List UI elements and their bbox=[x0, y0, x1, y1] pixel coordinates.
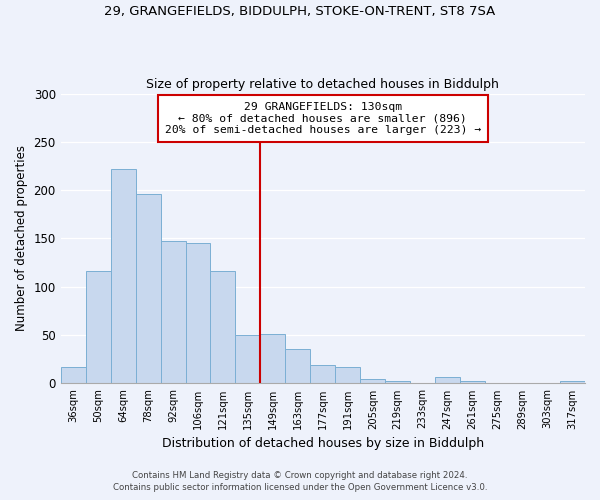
Bar bbox=[136, 194, 161, 384]
Bar bbox=[385, 380, 410, 384]
Bar bbox=[211, 272, 235, 384]
Title: Size of property relative to detached houses in Biddulph: Size of property relative to detached ho… bbox=[146, 78, 499, 91]
Text: 29, GRANGEFIELDS, BIDDULPH, STOKE-ON-TRENT, ST8 7SA: 29, GRANGEFIELDS, BIDDULPH, STOKE-ON-TRE… bbox=[104, 5, 496, 18]
Bar bbox=[61, 367, 86, 384]
Bar bbox=[161, 242, 185, 384]
Bar bbox=[335, 367, 360, 384]
Y-axis label: Number of detached properties: Number of detached properties bbox=[15, 146, 28, 332]
Bar bbox=[560, 382, 585, 384]
Bar bbox=[185, 244, 211, 384]
Bar bbox=[286, 348, 310, 384]
Bar bbox=[435, 376, 460, 384]
Bar bbox=[310, 365, 335, 384]
Bar bbox=[110, 169, 136, 384]
Bar bbox=[235, 335, 260, 384]
Text: Contains HM Land Registry data © Crown copyright and database right 2024.
Contai: Contains HM Land Registry data © Crown c… bbox=[113, 471, 487, 492]
Bar bbox=[86, 272, 110, 384]
Bar bbox=[460, 382, 485, 384]
Bar bbox=[360, 378, 385, 384]
Text: 29 GRANGEFIELDS: 130sqm
← 80% of detached houses are smaller (896)
20% of semi-d: 29 GRANGEFIELDS: 130sqm ← 80% of detache… bbox=[165, 102, 481, 136]
X-axis label: Distribution of detached houses by size in Biddulph: Distribution of detached houses by size … bbox=[162, 437, 484, 450]
Bar bbox=[260, 334, 286, 384]
